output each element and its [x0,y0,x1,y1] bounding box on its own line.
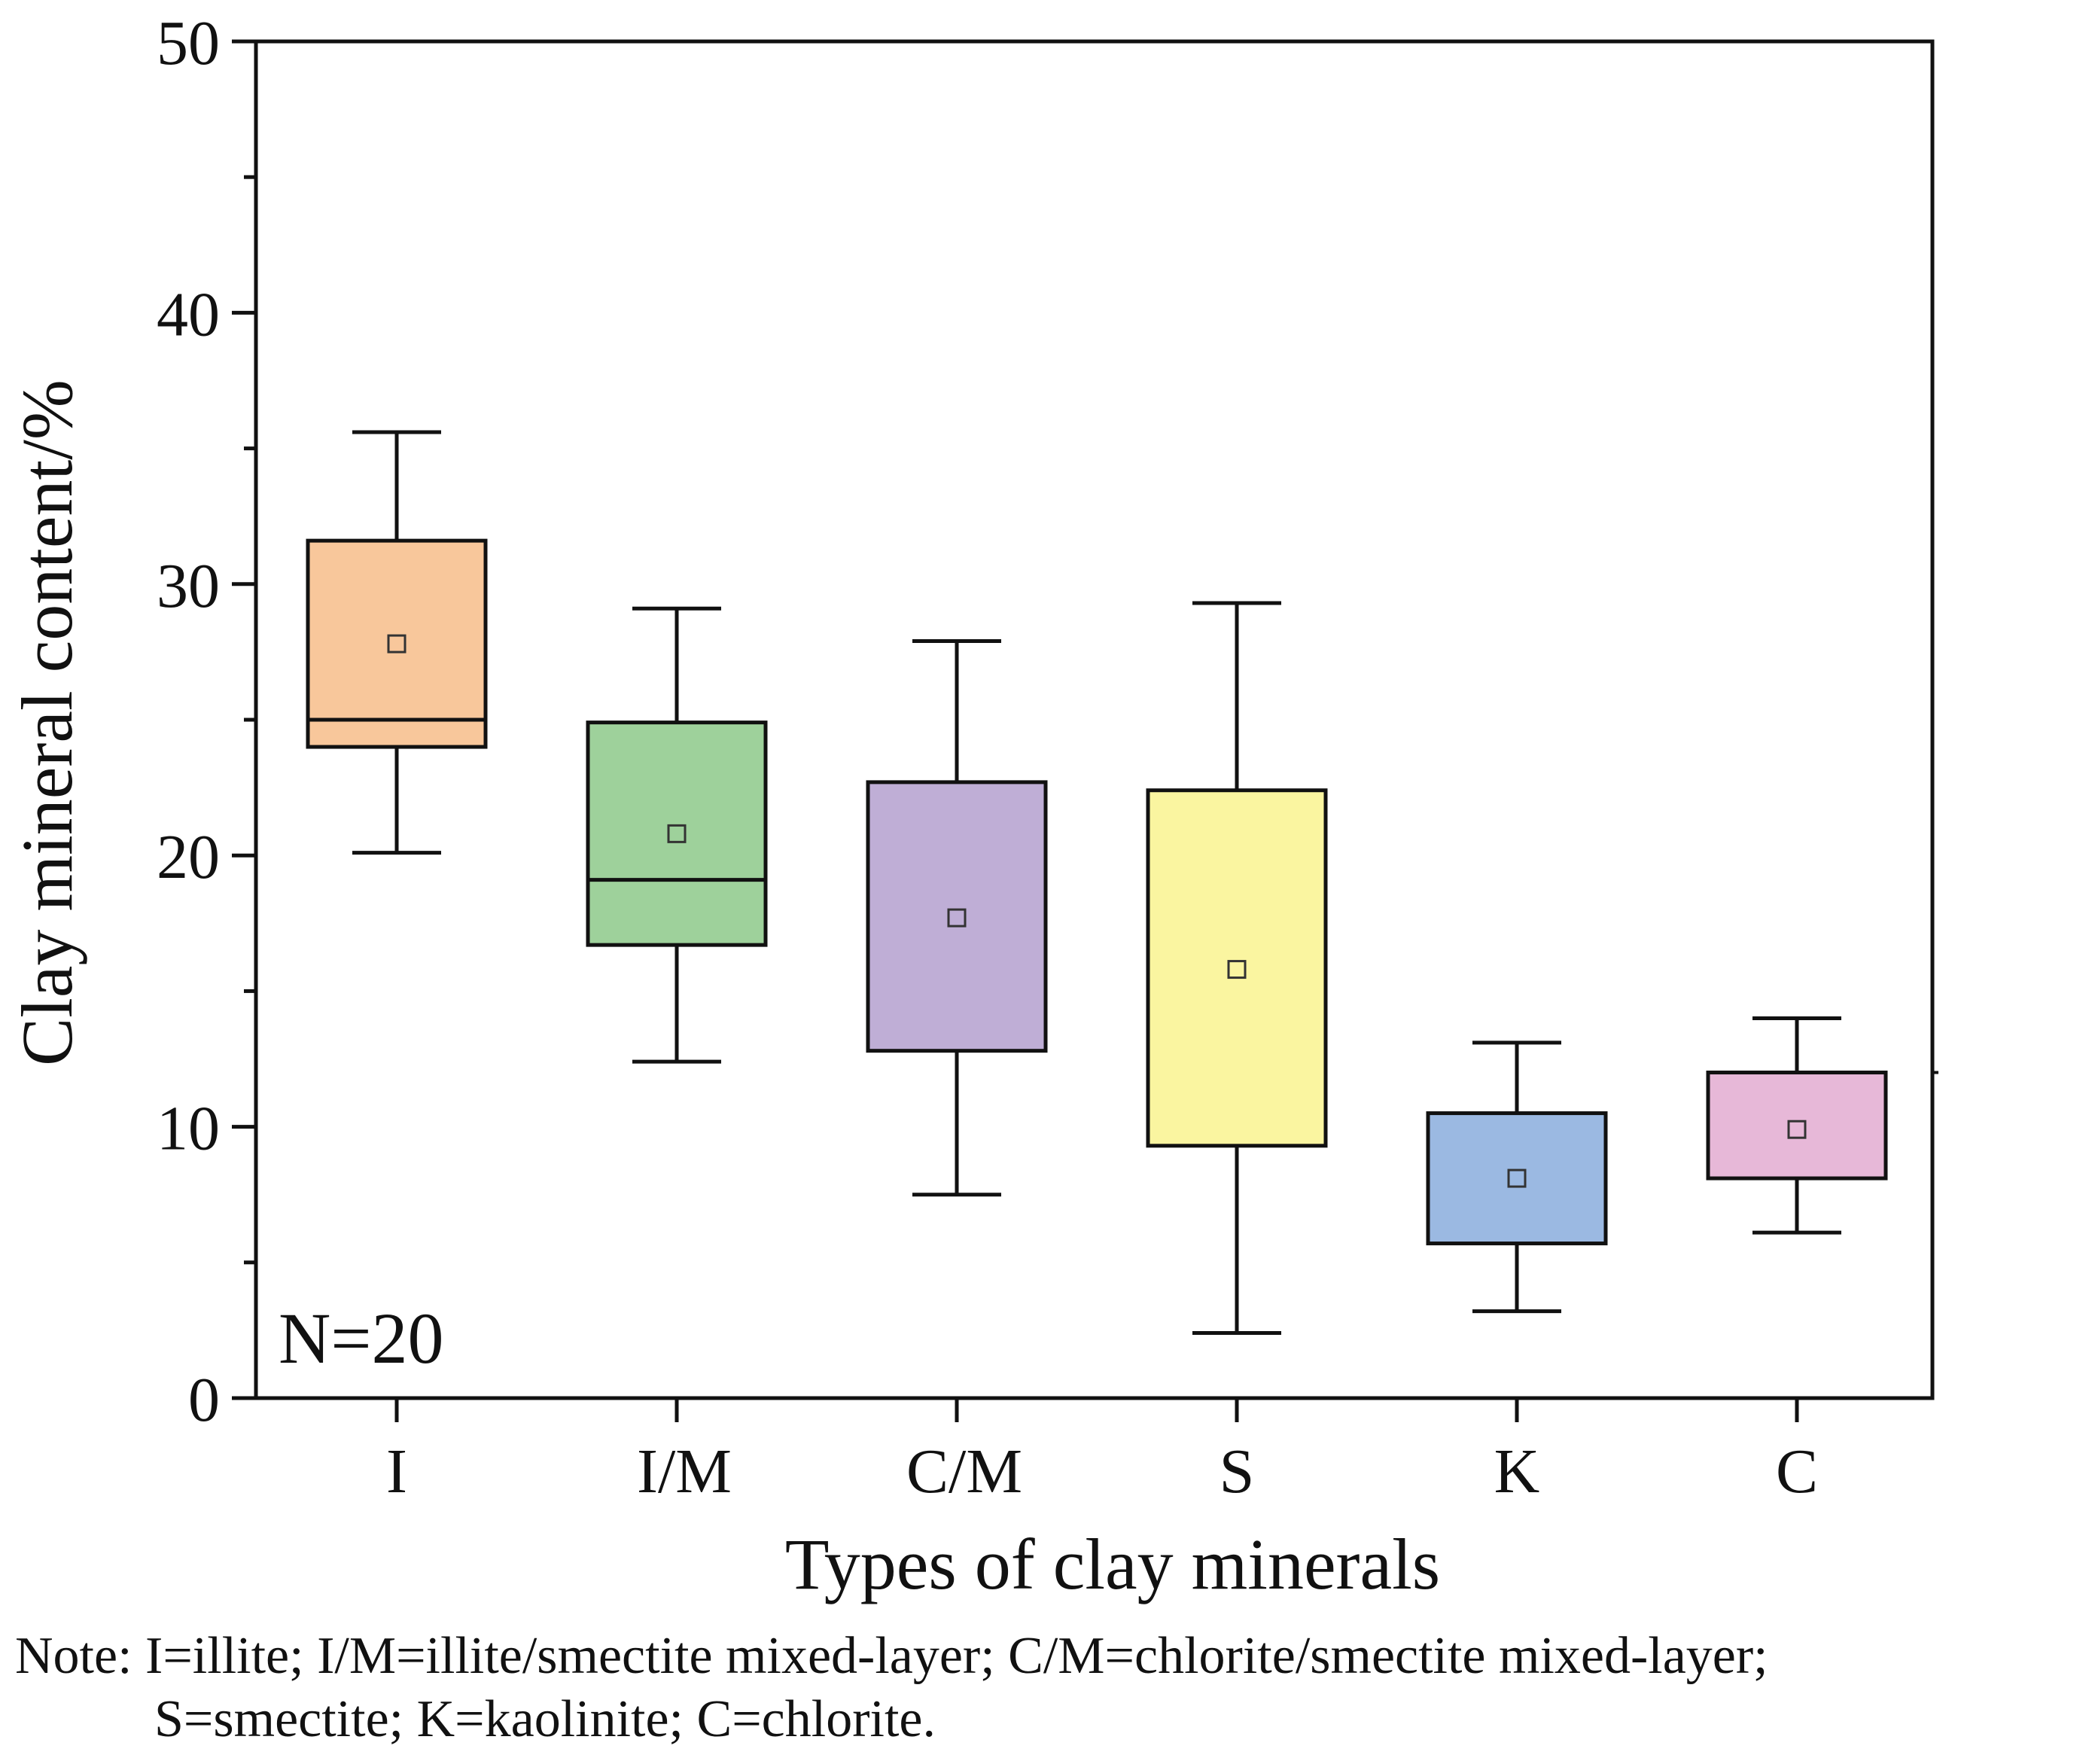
box-c-m [866,780,1048,1053]
box-k [1426,1111,1608,1246]
y-tick-label: 20 [157,822,220,892]
x-axis-label: Types of clay minerals [785,1524,1440,1604]
x-tick-label: C/M [906,1436,1022,1507]
mean-marker [1507,1168,1527,1188]
mean-marker [1787,1120,1807,1139]
figure-note: Note: I=illite; I/M=illite/smectite mixe… [15,1625,2085,1751]
mean-marker [667,824,687,843]
x-tick-label: I [386,1436,407,1507]
x-tick-label: S [1220,1436,1255,1507]
mean-marker [1227,960,1247,979]
x-tick-label: I/M [637,1436,732,1507]
y-tick-label: 10 [157,1094,220,1164]
y-tick-label: 40 [157,279,220,349]
y-axis-label: Clay mineral content/% [7,379,87,1066]
mean-marker [947,908,967,928]
y-tick-label: 30 [157,551,220,621]
note-line-1: Note: I=illite; I/M=illite/smectite mixe… [15,1627,1768,1685]
y-tick-label: 0 [188,1365,220,1435]
box-s [1146,788,1328,1148]
box-i [306,538,488,749]
note-line-2: S=smectite; K=kaolinite; C=chlorite. [154,1690,936,1748]
y-tick-label: 50 [157,8,220,78]
x-tick-label: C [1776,1436,1818,1507]
box-c [1706,1071,1888,1181]
plot-frame [254,39,1935,1400]
x-tick-label: K [1494,1436,1540,1507]
sample-count-annotation: N=20 [279,1298,443,1379]
box-i-m [586,721,768,947]
mean-marker [387,634,407,654]
